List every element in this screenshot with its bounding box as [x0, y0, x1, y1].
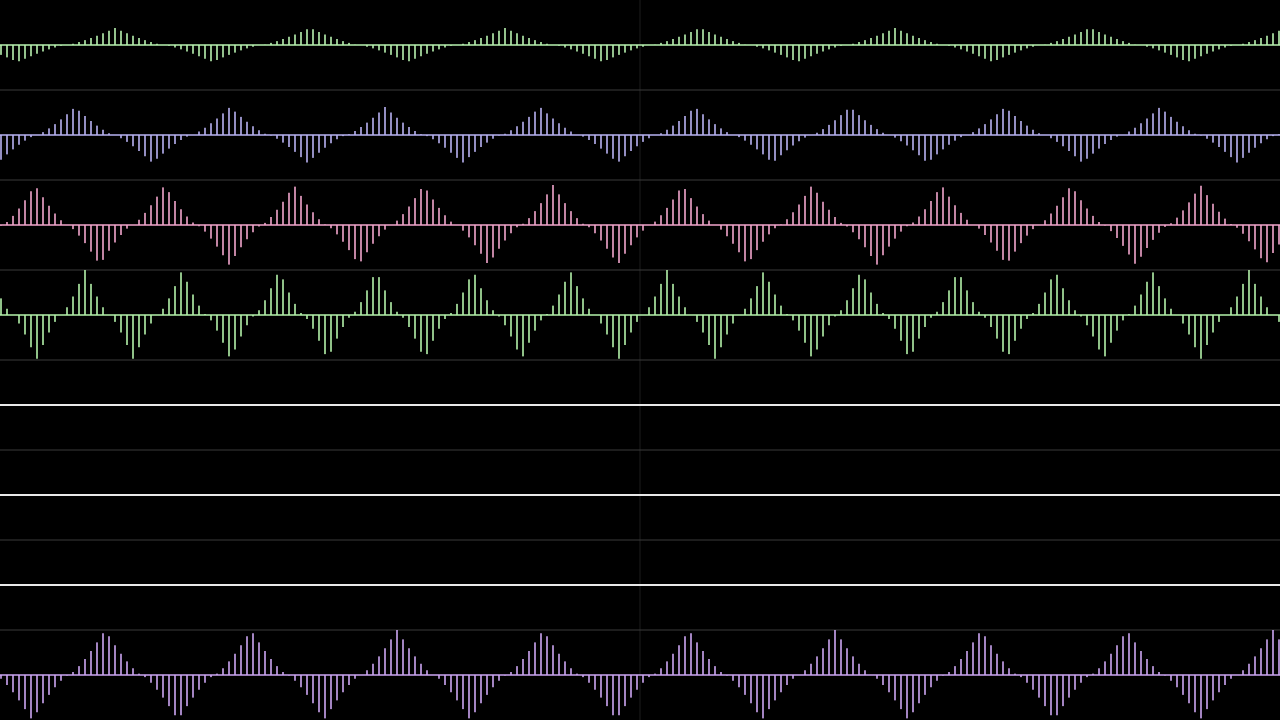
channel-waveform	[0, 185, 1280, 265]
waveform-spikes	[0, 630, 1280, 719]
channel-waveform	[0, 630, 1280, 719]
waveform-spikes	[0, 270, 1280, 359]
waveform-spikes	[0, 28, 1280, 62]
channel-waveform	[0, 270, 1280, 359]
waveform-spikes	[0, 185, 1280, 265]
channel-waveform	[0, 28, 1280, 62]
channel-waveform	[0, 107, 1280, 163]
waveform-spikes	[0, 107, 1280, 163]
